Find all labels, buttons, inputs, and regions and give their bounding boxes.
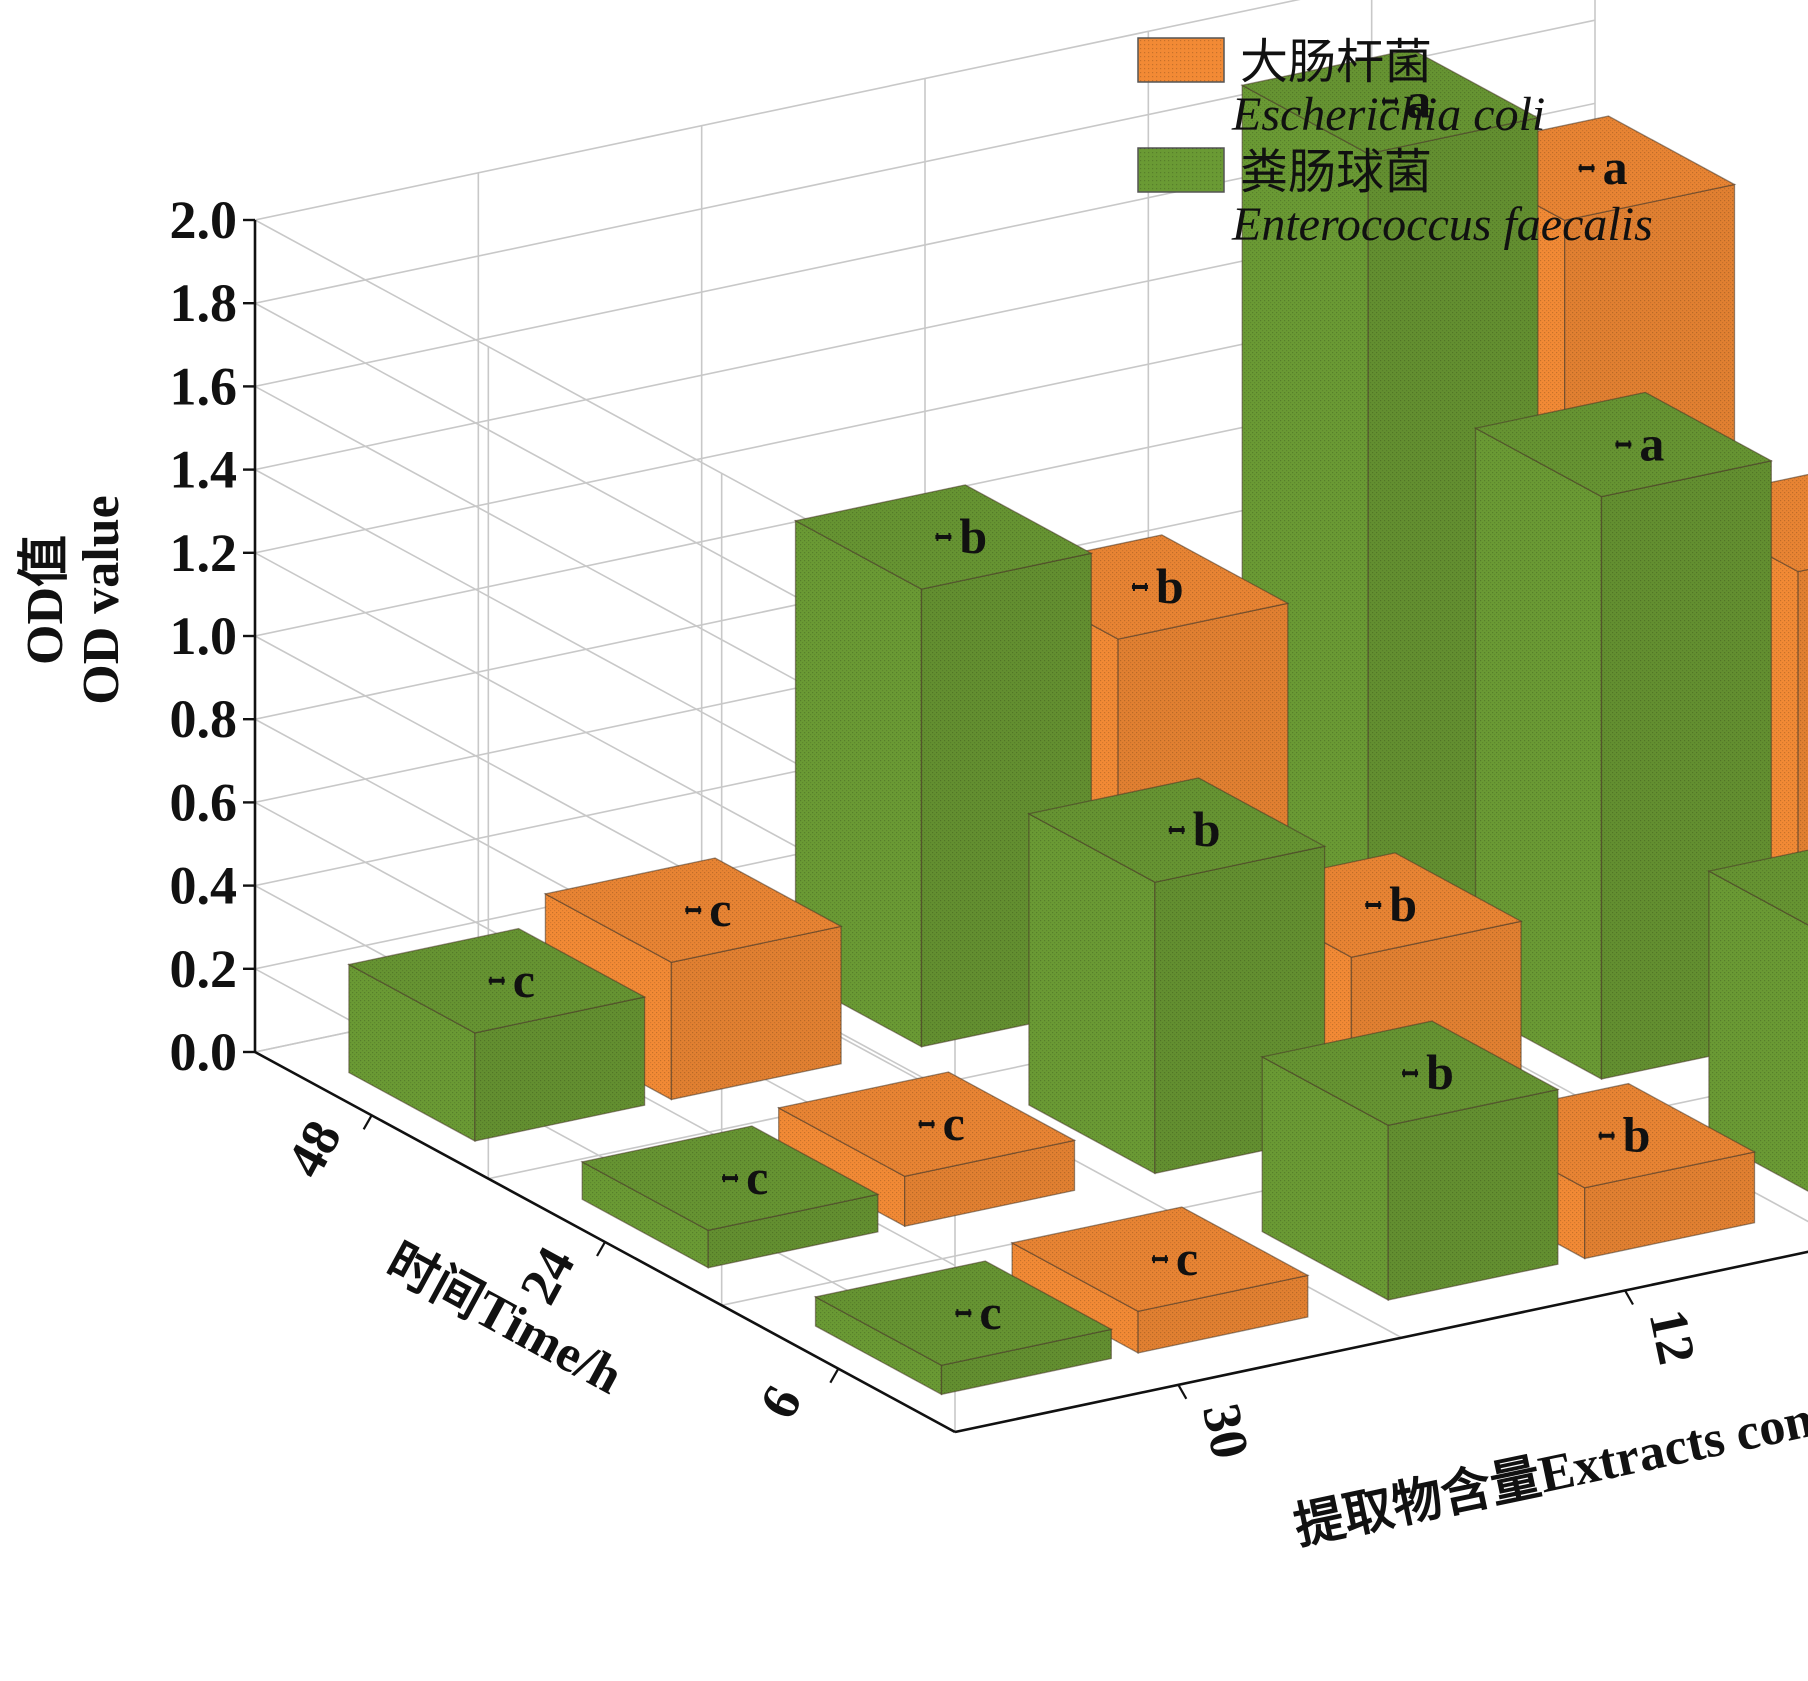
bar-texture [671, 926, 842, 1100]
time-tick [362, 1114, 373, 1130]
z-tick-label: 0.4 [170, 856, 238, 916]
bar-texture [1012, 1242, 1139, 1353]
significance-label: b [1389, 876, 1417, 932]
bar-texture [474, 997, 645, 1141]
bar-texture [1262, 1056, 1389, 1300]
bar-texture [1708, 871, 1808, 1192]
bar-texture [708, 1194, 878, 1268]
time-tick [596, 1241, 606, 1257]
bar-efaecalis-c12-t6: b [1260, 1020, 1560, 1302]
bar-texture [815, 1296, 942, 1395]
significance-label: c [746, 1149, 768, 1205]
significance-label: b [1623, 1107, 1651, 1163]
significance-label: b [1156, 558, 1184, 614]
time-tick [829, 1368, 840, 1384]
bar-efaecalis-c30-t24: c [580, 1125, 880, 1269]
z-tick-label: 0.0 [170, 1022, 238, 1082]
significance-label: a [1639, 416, 1664, 472]
bar-texture [1138, 1275, 1308, 1353]
content-tick [1177, 1384, 1188, 1400]
legend-swatch-texture [1138, 38, 1224, 82]
z-tick-label: 2.0 [170, 190, 238, 250]
significance-label: c [943, 1095, 965, 1151]
bar-texture [1584, 1152, 1755, 1259]
bar-efaecalis-c0-t6: a [1707, 849, 1808, 1192]
bar-efaecalis-c30-t6: c [813, 1260, 1114, 1396]
legend-label-en: Enterococcus faecalis [1231, 198, 1653, 251]
bar-texture [1708, 850, 1808, 925]
content-tick [1624, 1289, 1634, 1306]
significance-label: c [979, 1284, 1001, 1340]
bar-texture [1028, 813, 1155, 1174]
z-tick-label: 1.6 [170, 356, 238, 416]
time-axis-title: 时间Time/h [378, 1231, 632, 1405]
z-tick-label: 0.2 [170, 939, 238, 999]
z-axis-title-line2: OD value [73, 495, 130, 704]
significance-label: a [1406, 73, 1431, 129]
z-tick-label: 1.2 [170, 523, 238, 583]
bar-texture [795, 520, 922, 1047]
significance-label: c [513, 952, 535, 1008]
z-tick-label: 1.0 [170, 606, 238, 666]
legend-label-cn: 粪肠球菌 [1240, 144, 1432, 200]
bar-ecoli-c30-t6: c [1010, 1206, 1310, 1354]
content-tick-label: 30 [1191, 1399, 1261, 1464]
content-axis-title: 提取物含量Extracts content/(mg·mL-1) [1289, 1322, 1808, 1556]
content-tick-label: 12 [1638, 1304, 1708, 1369]
legend-swatch-texture [1138, 148, 1224, 192]
significance-label: c [1176, 1230, 1198, 1286]
z-tick-label: 1.4 [170, 440, 238, 500]
legend-label-en: Escherichia coli [1231, 88, 1545, 141]
significance-label: b [1193, 801, 1221, 857]
time-tick-label: 48 [275, 1111, 353, 1187]
bar-texture [1388, 1089, 1558, 1300]
z-axis-title-line1: OD值 [16, 535, 74, 665]
significance-label: c [709, 881, 731, 937]
content-axis-title-cn: 提取物含量 [1289, 1447, 1546, 1555]
bar-efaecalis-c30-t48: c [347, 927, 647, 1143]
z-tick-label: 0.8 [170, 689, 238, 749]
z-tick-label: 1.8 [170, 273, 238, 333]
significance-label: b [959, 508, 987, 564]
bar-texture [941, 1329, 1112, 1395]
z-tick-label: 0.6 [170, 772, 238, 832]
significance-label: b [1426, 1044, 1454, 1100]
bars: aaabbaabcbcabcbccc [347, 48, 1808, 1396]
bar-texture [582, 1161, 709, 1268]
time-tick-label: 6 [748, 1376, 814, 1428]
bar-texture [348, 964, 475, 1141]
bar-texture [904, 1140, 1075, 1227]
legend-label-cn: 大肠杆菌 [1240, 34, 1432, 90]
significance-label: a [1603, 139, 1628, 195]
